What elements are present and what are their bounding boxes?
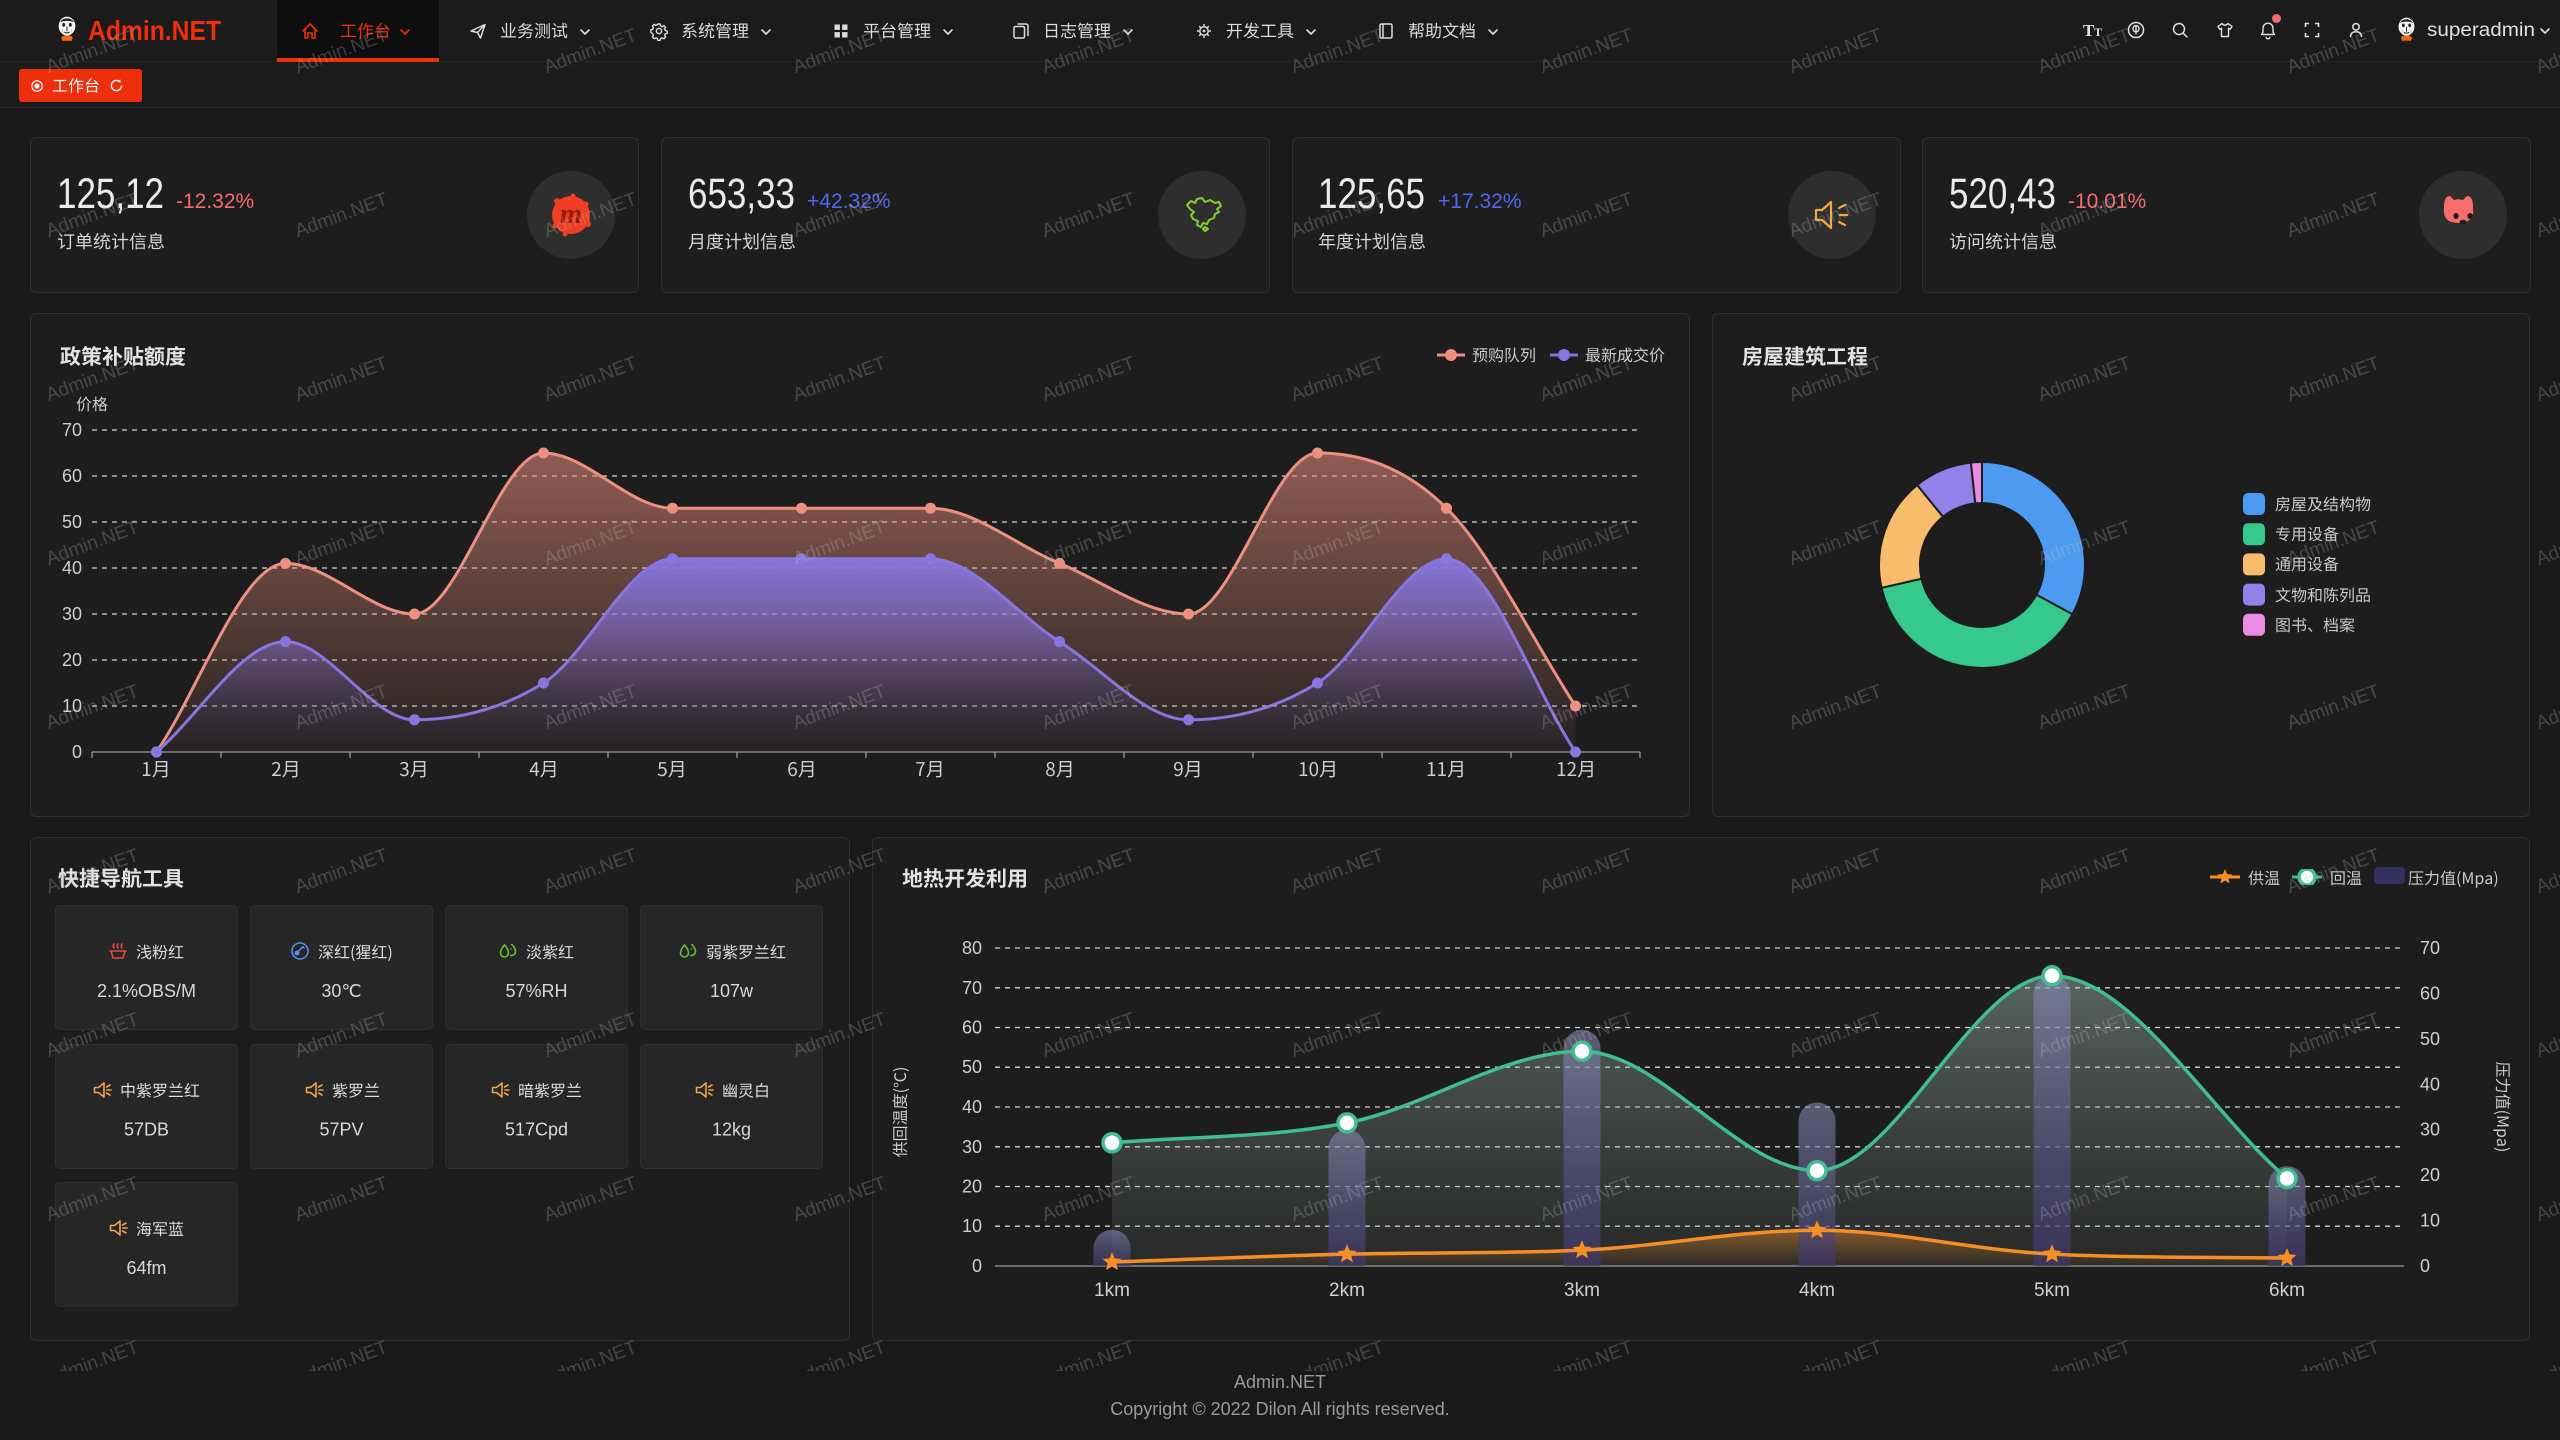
svg-text:107w: 107w: [710, 981, 754, 1001]
svg-text:50: 50: [2420, 1029, 2440, 1049]
svg-text:0: 0: [972, 1256, 982, 1276]
svg-text:30℃: 30℃: [321, 981, 361, 1001]
svg-text:70: 70: [62, 420, 82, 440]
svg-text:+17.32%: +17.32%: [1438, 190, 1522, 213]
svg-text:125,65: 125,65: [1318, 170, 1425, 218]
svg-text:30: 30: [962, 1137, 982, 1157]
svg-text:60: 60: [962, 1018, 982, 1038]
svg-text:20: 20: [62, 650, 82, 670]
svg-text:10: 10: [962, 1216, 982, 1236]
svg-text:57DB: 57DB: [124, 1120, 169, 1140]
svg-text:30: 30: [2420, 1120, 2440, 1140]
svg-text:64fm: 64fm: [126, 1258, 166, 1278]
svg-text:60: 60: [2420, 983, 2440, 1003]
svg-text:5km: 5km: [2034, 1280, 2070, 1301]
svg-text:70: 70: [962, 978, 982, 998]
svg-text:2km: 2km: [1329, 1280, 1365, 1301]
svg-text:40: 40: [962, 1097, 982, 1117]
svg-text:40: 40: [2420, 1074, 2440, 1094]
svg-text:2.1%OBS/M: 2.1%OBS/M: [97, 981, 196, 1001]
svg-text:80: 80: [962, 938, 982, 958]
svg-text:3km: 3km: [1564, 1280, 1600, 1301]
svg-text:0: 0: [2420, 1256, 2430, 1276]
svg-text:50: 50: [962, 1057, 982, 1077]
svg-text:517Cpd: 517Cpd: [505, 1120, 568, 1140]
svg-text:125,12: 125,12: [57, 170, 164, 218]
svg-text:30: 30: [62, 604, 82, 624]
svg-text:12kg: 12kg: [712, 1120, 751, 1140]
svg-text:653,33: 653,33: [688, 170, 795, 218]
svg-text:6km: 6km: [2269, 1280, 2305, 1301]
svg-text:0: 0: [72, 742, 82, 762]
svg-text:-12.32%: -12.32%: [176, 190, 254, 213]
svg-text:-10.01%: -10.01%: [2068, 190, 2146, 213]
svg-text:4km: 4km: [1799, 1280, 1835, 1301]
svg-text:10: 10: [62, 696, 82, 716]
svg-text:57%RH: 57%RH: [505, 981, 567, 1001]
svg-text:57PV: 57PV: [319, 1120, 363, 1140]
svg-text:+42.32%: +42.32%: [807, 190, 891, 213]
svg-text:70: 70: [2420, 938, 2440, 958]
svg-text:20: 20: [2420, 1165, 2440, 1185]
svg-text:520,43: 520,43: [1949, 170, 2056, 218]
svg-text:10: 10: [2420, 1211, 2440, 1231]
svg-text:40: 40: [62, 558, 82, 578]
svg-text:20: 20: [962, 1177, 982, 1197]
svg-text:1km: 1km: [1094, 1280, 1130, 1301]
svg-text:60: 60: [62, 466, 82, 486]
svg-text:50: 50: [62, 512, 82, 532]
